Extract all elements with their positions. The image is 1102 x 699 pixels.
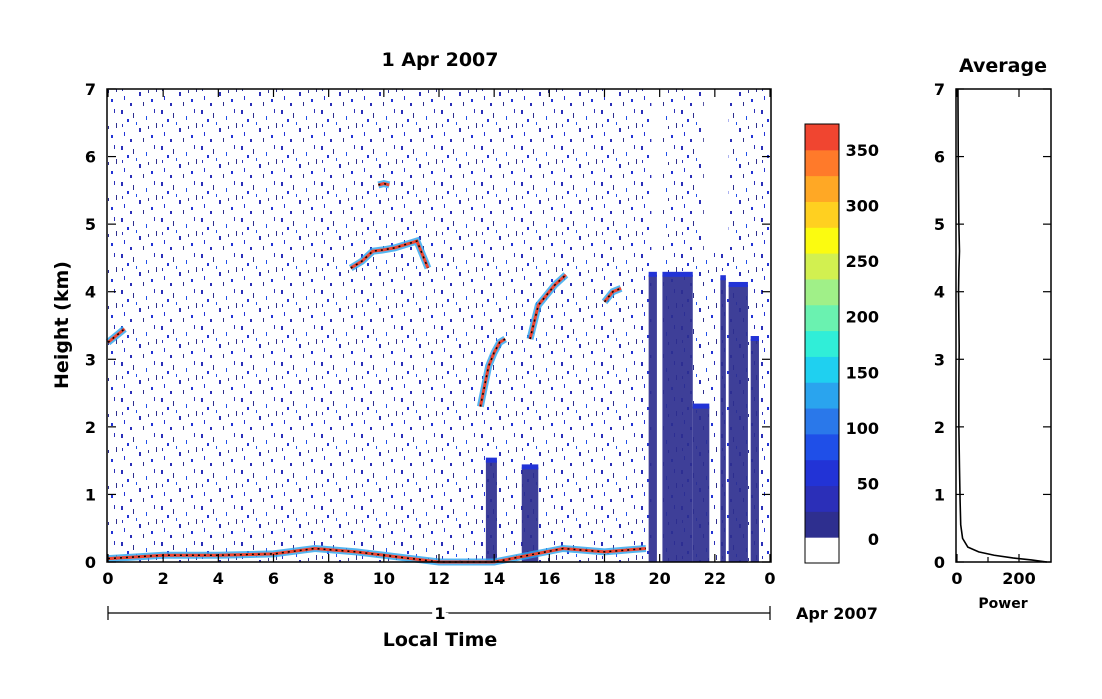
- avg-y-tick-label: 5: [934, 215, 945, 234]
- colorbar-tick-label: 0: [868, 530, 879, 549]
- feature-cloud-base: [603, 287, 622, 303]
- colorbar-tick-label: 100: [846, 419, 879, 438]
- y-tick-label: 6: [85, 148, 96, 167]
- x-tick-label: 18: [593, 569, 615, 588]
- date-axis-month-label: Apr 2007: [796, 604, 878, 623]
- colorbar-tick-label: 150: [846, 363, 879, 382]
- x-tick-label: 0: [102, 569, 113, 588]
- avg-y-tick-label: 3: [934, 350, 945, 369]
- colorbar-swatch: [805, 304, 839, 332]
- x-tick-label: 8: [323, 569, 334, 588]
- data-gap: [703, 89, 729, 252]
- colorbar-swatch: [805, 511, 839, 538]
- avg-y-tick-label: 0: [934, 553, 945, 572]
- average-x-label: Power: [978, 596, 1027, 612]
- x-tick-label: 2: [158, 569, 169, 588]
- feature-core: [349, 239, 430, 270]
- average-line: [957, 88, 1048, 563]
- colorbar-tick-label: 350: [846, 141, 879, 160]
- avg-y-tick-label: 6: [934, 148, 945, 167]
- colorbar-swatch: [805, 382, 839, 409]
- colorbar-frame: [804, 123, 840, 564]
- colorbar-tick-label: 200: [846, 308, 879, 327]
- colorbar-swatch: [805, 537, 839, 564]
- colorbar: 0 50 100 150 200 250 300 350: [804, 123, 879, 564]
- y-tick-label: 0: [85, 553, 96, 572]
- feature-core: [107, 327, 126, 344]
- signal-column: [728, 284, 748, 562]
- x-tick-label: 22: [704, 569, 726, 588]
- signal-column-top: [720, 275, 726, 281]
- average-title: Average: [959, 55, 1047, 77]
- heatmap-area: [105, 89, 770, 566]
- feature-core: [107, 546, 646, 564]
- x-tick-label: 6: [268, 569, 279, 588]
- avg-y-tick-label: 1: [934, 485, 945, 504]
- average-axes: 0 1 2 3 4 5 6 7 0 200: [934, 80, 1051, 588]
- colorbar-swatch: [805, 433, 839, 461]
- average-frame: [955, 88, 1052, 563]
- x-tick-label: 14: [483, 569, 505, 588]
- signal-column-top: [692, 403, 710, 409]
- x-tick-label: 20: [649, 569, 671, 588]
- avg-x-tick-label: 200: [1002, 569, 1035, 588]
- y-axis-label: Height (km): [51, 261, 73, 389]
- avg-y-tick-label: 4: [934, 283, 945, 302]
- colorbar-tick-label: 300: [846, 197, 879, 216]
- colorbar-swatch: [805, 149, 839, 177]
- colorbar-swatch: [805, 227, 839, 254]
- avg-y-tick-label: 7: [934, 80, 945, 99]
- signal-column: [521, 467, 539, 562]
- colorbar-swatch: [805, 124, 839, 151]
- date-axis-day-label: 1: [434, 604, 445, 623]
- colorbar-swatch: [805, 253, 839, 280]
- signal-column-top: [521, 464, 539, 470]
- x-tick-label: 0: [764, 569, 775, 588]
- colorbar-swatch: [805, 175, 839, 202]
- x-tick-label: 12: [428, 569, 450, 588]
- signal-column-top: [648, 271, 657, 277]
- x-axis-label: Local Time: [383, 629, 498, 651]
- signal-column: [692, 406, 710, 562]
- signal-column: [648, 274, 657, 562]
- colorbar-tick-label: 250: [846, 252, 879, 271]
- y-tick-label: 3: [85, 350, 96, 369]
- colorbar-swatch: [805, 201, 839, 228]
- colorbar-swatch: [805, 459, 839, 487]
- main-title: 1 Apr 2007: [381, 49, 498, 71]
- signal-column-top: [728, 281, 748, 287]
- average-profile: [957, 88, 1048, 563]
- signal-column-top: [662, 271, 693, 277]
- y-tick-label: 4: [85, 283, 96, 302]
- signal-column-top: [750, 336, 759, 342]
- feature-cloud-base: [378, 182, 390, 186]
- avg-x-tick-label: 0: [951, 569, 962, 588]
- x-tick-label: 4: [213, 569, 224, 588]
- colorbar-swatch: [805, 330, 839, 357]
- y-tick-label: 2: [85, 418, 96, 437]
- feature-cloud-base: [479, 338, 506, 407]
- colorbar-tick-label: 50: [857, 474, 879, 493]
- y-tick-label: 7: [85, 80, 96, 99]
- y-tick-label: 5: [85, 215, 96, 234]
- signal-column: [485, 460, 497, 562]
- colorbar-swatch: [805, 408, 839, 435]
- signal-column-top: [485, 457, 497, 463]
- feature-core: [528, 273, 567, 340]
- x-tick-label: 10: [373, 569, 395, 588]
- colorbar-swatch: [805, 356, 839, 383]
- colorbar-swatch: [805, 485, 839, 512]
- signal-column: [750, 339, 759, 562]
- avg-y-tick-label: 2: [934, 418, 945, 437]
- y-tick-label: 1: [85, 485, 96, 504]
- colorbar-swatch: [805, 278, 839, 306]
- signal-column: [720, 278, 726, 562]
- x-tick-label: 16: [538, 569, 560, 588]
- signal-column: [662, 274, 693, 562]
